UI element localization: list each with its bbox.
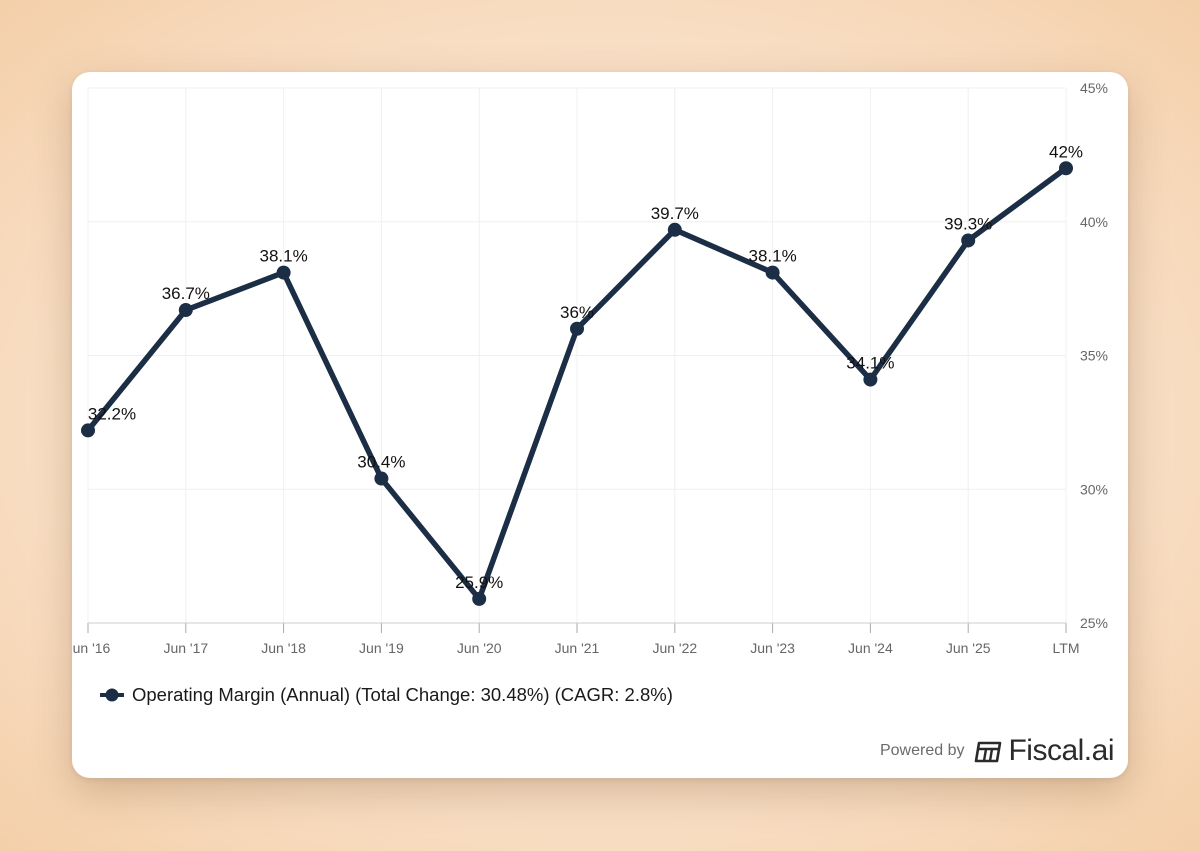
data-point (81, 423, 95, 438)
data-label: 34.1% (846, 354, 894, 373)
data-point (570, 321, 584, 336)
legend-swatch-icon (100, 688, 124, 702)
x-tick-label: Jun '22 (652, 640, 697, 656)
x-tick-label: Jun '25 (946, 640, 991, 656)
x-tick-label: Jun '20 (457, 640, 502, 656)
x-tick-label: Jun '16 (72, 640, 111, 656)
y-tick-label: 35% (1080, 348, 1108, 364)
y-tick-label: 30% (1080, 481, 1108, 497)
fiscal-logo-icon (975, 741, 1002, 763)
x-tick-label: LTM (1053, 640, 1080, 656)
chart-card: 25% 30% 35% 40% 45% Jun '16 Jun '17 Jun '18 Jun … (72, 72, 1128, 778)
data-label: 30.4% (357, 453, 405, 472)
data-point (374, 471, 389, 486)
legend-label: Operating Margin (Annual) (Total Change:… (132, 684, 673, 705)
data-label-layer: 32.2% 36.7% 38.1% 30.4% 25.9% 36% 39.7% 38.1% 34… (88, 142, 1083, 592)
x-tick-label: Jun '24 (848, 640, 893, 656)
data-label: 36.7% (162, 284, 210, 303)
x-tick-label: Jun '19 (359, 640, 404, 656)
data-point (178, 303, 193, 318)
x-tick-label: Jun '18 (261, 640, 306, 656)
data-label: 42% (1049, 142, 1083, 161)
data-label: 38.1% (748, 247, 796, 266)
data-point (863, 372, 878, 387)
y-tick-label: 45% (1080, 80, 1108, 96)
data-label: 32.2% (88, 404, 136, 423)
axis-layer: 25% 30% 35% 40% 45% Jun '16 Jun '17 Jun '18 Jun … (72, 80, 1108, 656)
data-point (667, 222, 682, 237)
branding: Powered by Fiscal.ai (879, 734, 1115, 768)
x-tick-label: Jun '17 (163, 640, 208, 656)
data-label: 25.9% (455, 573, 503, 592)
data-label: 38.1% (259, 247, 307, 266)
powered-by-text: Powered by (879, 742, 965, 759)
x-tick-label: Jun '21 (555, 640, 600, 656)
data-point (1059, 161, 1073, 176)
data-point (276, 265, 291, 280)
data-label: 39.7% (651, 204, 699, 223)
y-tick-label: 25% (1080, 615, 1108, 631)
data-point (961, 233, 976, 248)
y-tick-label: 40% (1080, 214, 1108, 230)
legend[interactable]: Operating Margin (Annual) (Total Change:… (100, 684, 673, 706)
series-layer (81, 161, 1073, 606)
data-point (765, 265, 780, 280)
data-label: 36% (560, 303, 594, 322)
grid-layer (87, 87, 1067, 623)
brand-name: Fiscal.ai (1008, 734, 1114, 767)
data-point (472, 591, 487, 606)
data-label: 39.3% (944, 214, 992, 233)
x-tick-label: Jun '23 (750, 640, 795, 656)
brand-logo[interactable]: Fiscal.ai (974, 734, 1114, 768)
chart-canvas: 25% 30% 35% 40% 45% Jun '16 Jun '17 Jun '18 Jun … (72, 80, 1108, 656)
